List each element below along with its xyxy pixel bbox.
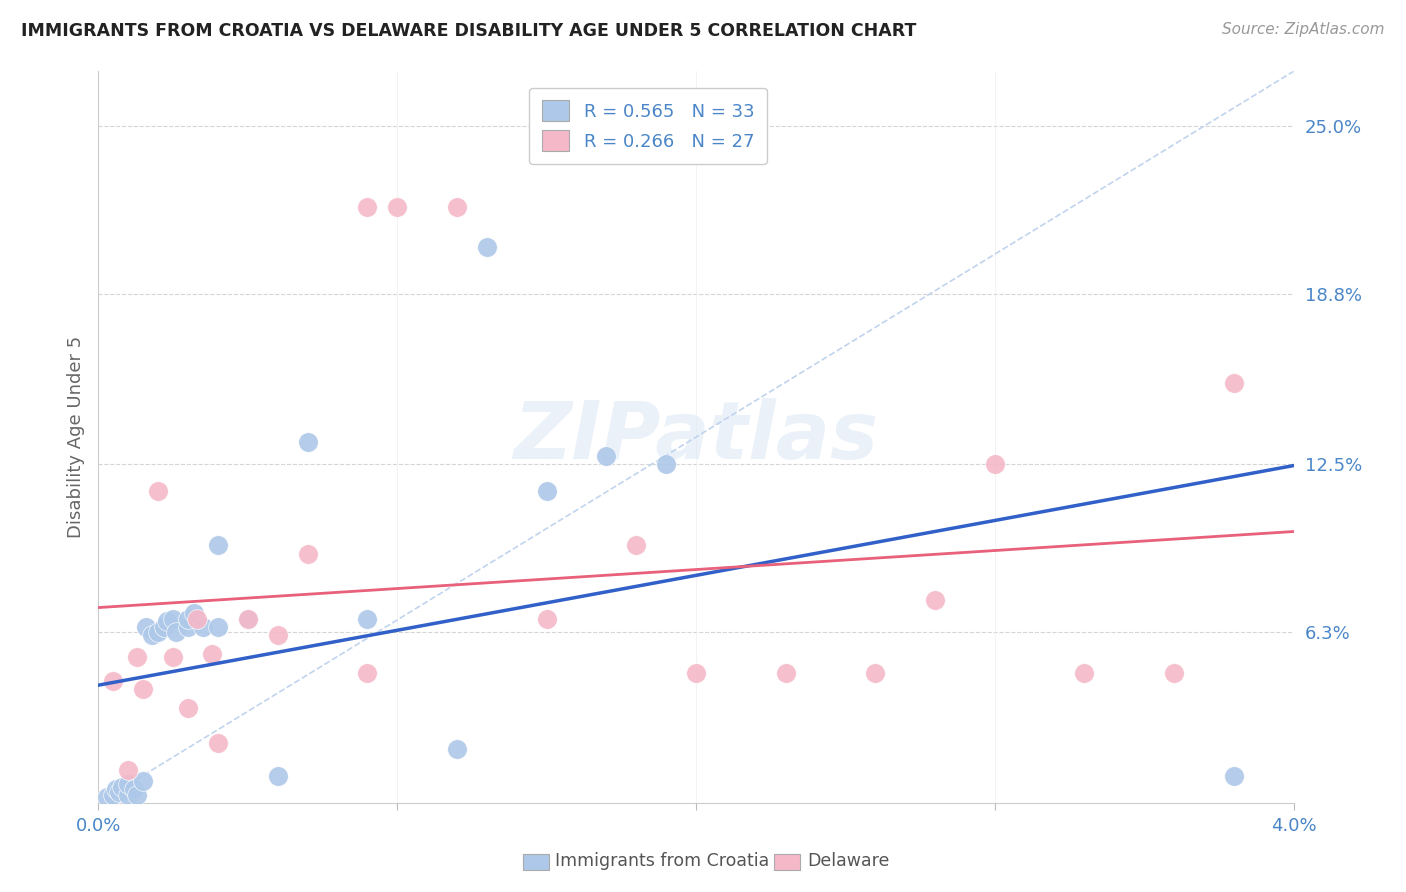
Point (624, 538, 647, 552)
Point (117, 788, 139, 802)
Point (191, 620, 214, 634)
Point (207, 620, 229, 634)
Point (356, 611, 378, 625)
Point (141, 628, 163, 642)
Point (165, 625, 187, 640)
Point (1163, 665, 1185, 680)
Point (186, 611, 208, 625)
Point (924, 592, 946, 607)
FancyBboxPatch shape (773, 854, 800, 870)
Point (127, 788, 149, 802)
Point (135, 620, 157, 634)
Text: Delaware: Delaware (807, 853, 890, 871)
Point (446, 741, 468, 756)
Point (177, 611, 200, 625)
Point (177, 620, 200, 634)
Point (655, 457, 678, 471)
Point (177, 701, 200, 715)
Point (162, 611, 184, 625)
Point (356, 200, 378, 214)
Point (132, 774, 155, 789)
Point (156, 615, 179, 629)
Point (236, 611, 259, 625)
Point (207, 538, 229, 552)
Point (153, 620, 176, 634)
Point (536, 611, 558, 625)
Point (148, 484, 170, 499)
Legend: R = 0.565   N = 33, R = 0.266   N = 27: R = 0.565 N = 33, R = 0.266 N = 27 (530, 87, 766, 164)
Point (236, 611, 259, 625)
Point (1222, 376, 1246, 390)
Point (297, 435, 319, 450)
Point (385, 200, 409, 214)
Point (475, 240, 498, 254)
Point (863, 665, 886, 680)
Point (356, 665, 378, 680)
Text: Source: ZipAtlas.com: Source: ZipAtlas.com (1222, 22, 1385, 37)
FancyBboxPatch shape (523, 854, 548, 870)
Point (685, 665, 707, 680)
Point (267, 769, 290, 783)
Point (201, 647, 224, 661)
Text: ZIPatlas: ZIPatlas (513, 398, 879, 476)
Point (267, 628, 290, 642)
Point (117, 777, 139, 791)
Point (983, 457, 1005, 471)
Point (148, 625, 170, 640)
Point (103, 673, 125, 688)
Point (183, 606, 205, 620)
Point (117, 764, 139, 778)
Point (297, 547, 319, 561)
Text: IMMIGRANTS FROM CROATIA VS DELAWARE DISABILITY AGE UNDER 5 CORRELATION CHART: IMMIGRANTS FROM CROATIA VS DELAWARE DISA… (21, 22, 917, 40)
Point (446, 200, 468, 214)
Point (103, 788, 125, 802)
Point (124, 782, 146, 797)
Point (127, 649, 149, 664)
Y-axis label: Disability Age Under 5: Disability Age Under 5 (66, 336, 84, 538)
Point (536, 484, 558, 499)
Point (1222, 769, 1246, 783)
Point (775, 665, 797, 680)
Point (162, 649, 184, 664)
Point (111, 780, 134, 794)
Point (207, 736, 229, 750)
Point (96, 790, 118, 805)
Point (105, 782, 128, 797)
Point (132, 681, 155, 696)
Text: Immigrants from Croatia: Immigrants from Croatia (555, 853, 769, 871)
Point (1073, 665, 1095, 680)
Point (108, 785, 131, 799)
Point (595, 449, 617, 463)
